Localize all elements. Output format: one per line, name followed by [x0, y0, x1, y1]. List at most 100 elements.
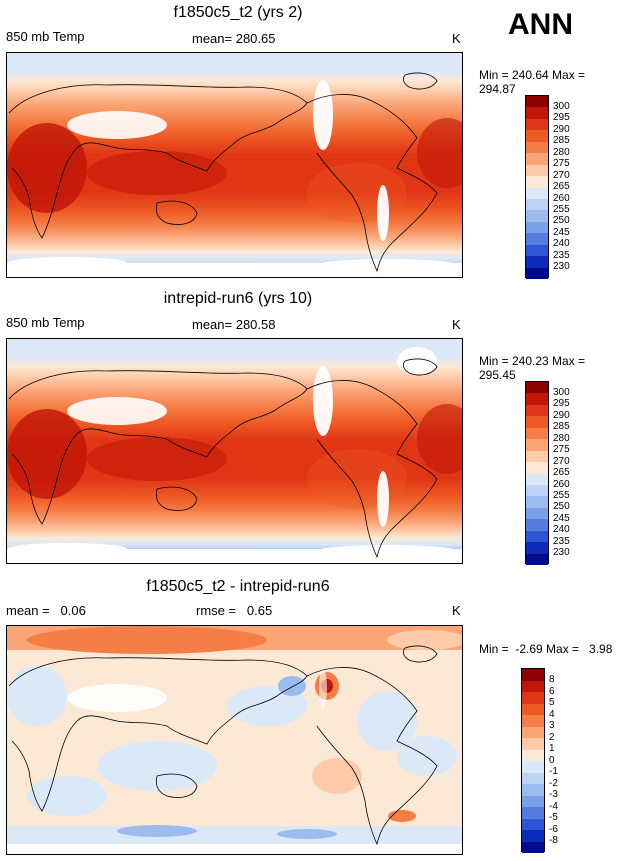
- panel2-mean: mean= 280.58: [192, 317, 276, 332]
- panel3-colorbar-swatch: [522, 703, 544, 715]
- panel2-colorbar-swatch: [526, 439, 548, 451]
- panel2-colorbar-swatch: [526, 484, 548, 497]
- panel1-colorbar-swatch: [526, 210, 548, 222]
- panel1-colorbar-label: 280: [553, 147, 570, 158]
- panel2-variable: 850 mb Temp: [6, 315, 85, 330]
- panel1-units: K: [452, 31, 461, 46]
- panel3-colorbar-swatch: [522, 784, 544, 796]
- panel1-colorbar-swatch: [526, 198, 548, 211]
- panel3-units: K: [452, 603, 461, 618]
- panel2-map: [6, 338, 463, 564]
- panel2-colorbar-label: 300: [553, 387, 570, 398]
- panel3-colorbar-swatch: [522, 830, 544, 842]
- panel1-colorbar-label: 265: [553, 181, 570, 192]
- panel3-colorbar-label: -1: [549, 766, 558, 777]
- panel3-colorbar-label: -4: [549, 801, 558, 812]
- panel3-colorbar-swatch: [522, 761, 544, 773]
- panel2-colorbar-label: 235: [553, 536, 570, 547]
- panel1-colorbar-label: 275: [553, 158, 570, 169]
- panel2-colorbar-label: 280: [553, 433, 570, 444]
- panel2-colorbar-swatch: [526, 496, 548, 508]
- panel2-colorbar-label: 230: [553, 547, 570, 558]
- panel3-colorbar-label: -6: [549, 824, 558, 835]
- panel3-colorbar-label: 2: [549, 732, 555, 743]
- panel3-minmax: Min = -2.69 Max = 3.98: [479, 642, 613, 656]
- panel3-colorbar-swatch: [522, 807, 544, 819]
- panel1-colorbar-label: 290: [553, 124, 570, 135]
- panel1-colorbar-label: 260: [553, 193, 570, 204]
- panel3-colorbar-label: 3: [549, 720, 555, 731]
- panel3-colorbar-swatch: [522, 715, 544, 727]
- panel1-colorbar-label: 295: [553, 112, 570, 123]
- panel2-colorbar-label: 290: [553, 410, 570, 421]
- panel3-colorbar: [521, 668, 545, 853]
- panel3-colorbar-swatch: [522, 738, 544, 750]
- panel2-colorbar-swatch: [526, 427, 548, 440]
- panel1-colorbar-swatch: [526, 233, 548, 245]
- panel1-colorbar-label: 255: [553, 204, 570, 215]
- panel1-variable: 850 mb Temp: [6, 29, 85, 44]
- panel3-colorbar-swatch: [522, 772, 544, 784]
- panel3-colorbar-label: 6: [549, 686, 555, 697]
- panel2-colorbar-label: 260: [553, 479, 570, 490]
- panel2-colorbar: [525, 381, 549, 565]
- panel2-colorbar-label: 240: [553, 524, 570, 535]
- panel1-colorbar-label: 235: [553, 250, 570, 261]
- panel1-colorbar-swatch: [526, 164, 548, 177]
- panel3-contour-plot: [7, 626, 462, 854]
- panel2-colorbar-swatch: [526, 450, 548, 463]
- panel2-colorbar-swatch: [526, 404, 548, 417]
- panel3-colorbar-label: -3: [549, 789, 558, 800]
- panel2-colorbar-label: 245: [553, 513, 570, 524]
- panel1-colorbar-swatch: [526, 267, 548, 279]
- panel1-mean: mean= 280.65: [192, 31, 276, 46]
- panel2-colorbar-label: 265: [553, 467, 570, 478]
- panel1-colorbar-swatch: [526, 256, 548, 268]
- panel2-colorbar-label: 295: [553, 398, 570, 409]
- panel1-colorbar-swatch: [526, 221, 548, 234]
- panel2-colorbar-label: 285: [553, 421, 570, 432]
- panel2-units: K: [452, 317, 461, 332]
- panel1-map: [6, 52, 463, 278]
- panel2-title: intrepid-run6 (yrs 10): [163, 290, 313, 307]
- panel2-colorbar-label: 275: [553, 444, 570, 455]
- panel1-colorbar-label: 300: [553, 101, 570, 112]
- panel1-colorbar-swatch: [526, 244, 548, 257]
- panel3-colorbar-swatch: [522, 669, 544, 681]
- panel2-colorbar-swatch: [526, 519, 548, 531]
- panel2-colorbar-swatch: [526, 416, 548, 428]
- panel2-colorbar-swatch: [526, 530, 548, 543]
- panel1-colorbar-swatch: [526, 187, 548, 199]
- panel3-colorbar-label: 0: [549, 755, 555, 766]
- panel1-colorbar-swatch: [526, 153, 548, 165]
- panel2-colorbar-swatch: [526, 393, 548, 405]
- panel3-colorbar-label: 4: [549, 709, 555, 720]
- panel2-colorbar-label: 270: [553, 456, 570, 467]
- panel3-colorbar-swatch: [522, 749, 544, 761]
- panel2-colorbar-label: 255: [553, 490, 570, 501]
- panel2-contour-plot: [7, 339, 462, 563]
- panel3-colorbar-swatch: [522, 795, 544, 807]
- panel1-minmax: Min = 240.64 Max = 294.87: [479, 68, 586, 96]
- panel1-colorbar-label: 270: [553, 170, 570, 181]
- panel2-colorbar-swatch: [526, 507, 548, 520]
- panel3-colorbar-swatch: [522, 692, 544, 704]
- panel1-contour-plot: [7, 53, 462, 277]
- panel2-colorbar-swatch: [526, 473, 548, 485]
- panel3-title: f1850c5_t2 - intrepid-run6: [146, 578, 330, 595]
- panel1-title: f1850c5_t2 (yrs 2): [173, 4, 303, 21]
- panel2-colorbar-swatch: [526, 382, 548, 394]
- season-label: ANN: [508, 8, 573, 41]
- panel2-colorbar-swatch: [526, 553, 548, 565]
- panel1-colorbar-swatch: [526, 107, 548, 119]
- panel1-colorbar-swatch: [526, 118, 548, 131]
- panel2-colorbar-label: 250: [553, 501, 570, 512]
- panel1-colorbar-label: 245: [553, 227, 570, 238]
- panel1-colorbar-label: 285: [553, 135, 570, 146]
- panel1-colorbar-label: 230: [553, 261, 570, 272]
- panel1-colorbar-swatch: [526, 96, 548, 108]
- panel3-map: [6, 625, 463, 855]
- panel1-colorbar-label: 250: [553, 215, 570, 226]
- panel3-colorbar-label: -5: [549, 812, 558, 823]
- panel1-colorbar: [525, 95, 549, 279]
